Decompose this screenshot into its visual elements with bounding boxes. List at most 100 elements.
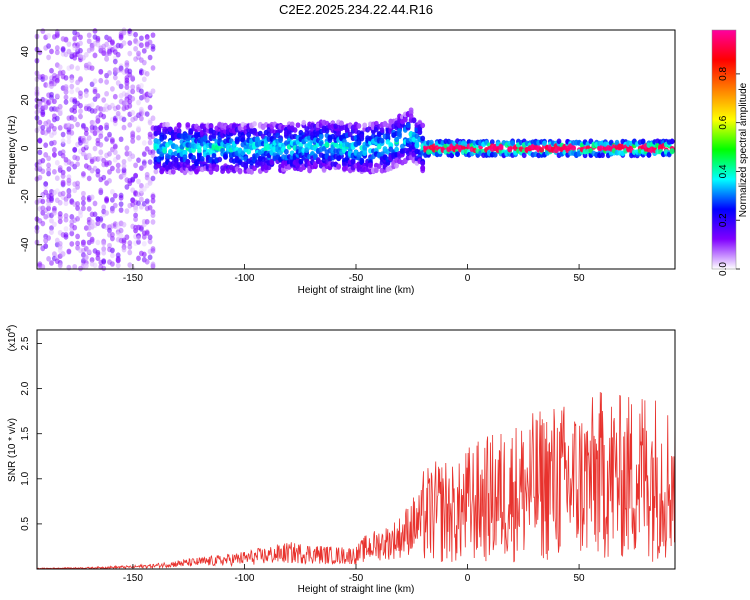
heatmap-cell <box>510 140 515 146</box>
heatmap-cell <box>46 54 51 61</box>
colorbar-label: Normalized spectral amplitude <box>738 82 749 217</box>
heatmap-cell <box>101 240 107 246</box>
heatmap-cell <box>83 263 89 269</box>
spectrogram-x-label: Height of straight line (km) <box>298 285 415 296</box>
heatmap-cell <box>66 248 72 255</box>
heatmap-cell <box>57 218 63 225</box>
heatmap-cell <box>139 196 144 203</box>
heatmap-cell <box>37 149 43 156</box>
heatmap-cell <box>240 150 246 156</box>
heatmap-cell <box>54 77 60 84</box>
heatmap-cell <box>95 37 101 44</box>
colorbar: 0.0 0.2 0.4 0.6 0.8 Normalized spectral ampl… <box>711 29 749 276</box>
heatmap-cell <box>89 65 95 71</box>
heatmap-cell <box>98 187 104 194</box>
heatmap-cell <box>81 241 86 248</box>
heatmap-cell <box>110 207 115 214</box>
heatmap-cell <box>49 67 54 74</box>
heatmap-cell <box>46 162 51 169</box>
heatmap-cell <box>37 49 43 56</box>
colorbar-ticks: 0.0 0.2 0.4 0.6 0.8 <box>718 67 740 276</box>
heatmap-cell <box>46 166 51 173</box>
heatmap-cell <box>318 133 324 140</box>
heatmap-cell <box>115 51 121 58</box>
heatmap-cell <box>98 68 104 75</box>
heatmap-cell <box>89 194 95 201</box>
heatmap-cell <box>141 140 147 146</box>
heatmap-cell <box>139 35 144 42</box>
heatmap-cell <box>40 220 46 227</box>
heatmap-cell <box>40 168 46 175</box>
heatmap-cell <box>150 88 156 94</box>
heatmap-cell <box>144 198 150 204</box>
heatmap-cell <box>43 104 49 111</box>
heatmap-cell <box>66 133 72 140</box>
heatmap-cell <box>63 94 69 101</box>
heatmap-cell <box>66 138 72 145</box>
heatmap-cell <box>150 197 156 204</box>
heatmap-cell <box>110 40 115 46</box>
heatmap-cell <box>75 161 80 167</box>
heatmap-cell <box>141 162 147 169</box>
heatmap-cell <box>556 138 562 145</box>
heatmap-cell <box>136 239 141 245</box>
heatmap-cell <box>141 151 147 157</box>
heatmap-cell <box>57 165 63 171</box>
heatmap-cell <box>185 122 191 128</box>
heatmap-cell <box>46 205 51 212</box>
heatmap-cell <box>78 90 83 97</box>
heatmap-cell <box>115 257 121 264</box>
heatmap-cell <box>185 159 191 165</box>
heatmap-cell <box>150 219 156 225</box>
heatmap-cell <box>81 195 86 202</box>
heatmap-cell <box>336 164 341 170</box>
heatmap-cell <box>124 234 130 240</box>
heatmap-cell <box>49 48 54 55</box>
heatmap-cell <box>78 76 83 82</box>
spectrogram-y-ticks: -40 -20 0 20 40 <box>20 46 42 252</box>
heatmap-cell <box>107 151 112 157</box>
heatmap-cell <box>110 165 115 172</box>
spectrogram-panel: -150 -100 -50 0 50 -40 -20 0 20 40 Height of str… <box>7 27 676 296</box>
heatmap-cell <box>110 261 115 267</box>
heatmap-cell <box>63 200 69 207</box>
heatmap-cell <box>539 147 544 153</box>
heatmap-cell <box>52 129 57 136</box>
heatmap-cell <box>81 190 86 197</box>
heatmap-cell <box>92 262 98 269</box>
heatmap-cell <box>69 230 75 237</box>
heatmap-cell <box>63 84 69 90</box>
heatmap-cell <box>78 34 83 41</box>
heatmap-cell <box>66 41 72 47</box>
heatmap-cell <box>121 124 127 131</box>
heatmap-cell <box>141 76 147 83</box>
heatmap-cell <box>46 119 51 125</box>
heatmap-cell <box>92 211 98 218</box>
heatmap-cell <box>373 167 379 174</box>
heatmap-cell <box>49 260 54 266</box>
heatmap-cell <box>86 206 92 212</box>
heatmap-cell <box>63 213 69 219</box>
heatmap-cell <box>46 155 51 162</box>
heatmap-cell <box>46 33 51 39</box>
heatmap-cell <box>69 213 75 220</box>
heatmap-cell <box>362 150 368 157</box>
heatmap-cell <box>301 119 307 126</box>
heatmap-cell <box>112 58 118 65</box>
heatmap-cell <box>75 65 80 71</box>
heatmap-cell <box>104 210 109 216</box>
heatmap-cell <box>298 158 304 165</box>
heatmap-cell <box>101 258 107 264</box>
colorbar-gradient <box>711 29 737 270</box>
heatmap-cell <box>92 78 98 84</box>
heatmap-cell <box>292 127 298 133</box>
heatmap-cell <box>78 113 83 120</box>
heatmap-cell <box>78 212 83 219</box>
heatmap-cell <box>339 120 344 127</box>
heatmap-cell <box>295 122 301 128</box>
figure-title: C2E2.2025.234.22.44.R16 <box>279 2 433 17</box>
heatmap-cell <box>81 171 86 177</box>
heatmap-cell <box>110 252 115 259</box>
heatmap-cell <box>139 82 144 89</box>
heatmap-cell <box>60 179 66 186</box>
